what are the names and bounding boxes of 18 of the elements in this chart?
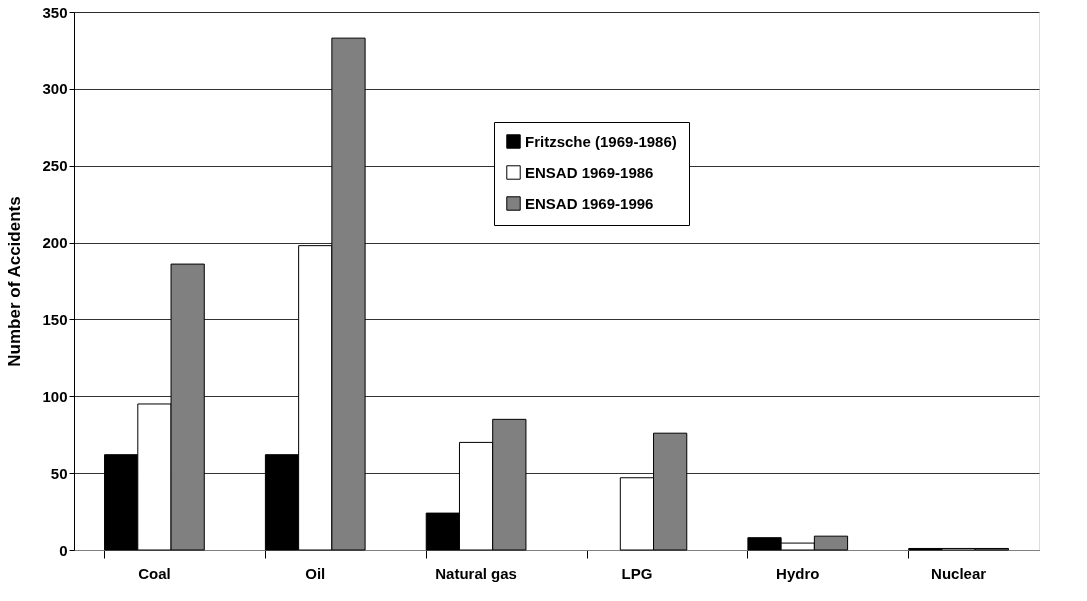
y-tick-label: 0 xyxy=(59,541,68,559)
y-tick-label: 50 xyxy=(50,464,68,482)
y-axis-title: Number of Accidents xyxy=(5,196,25,367)
x-tick-label: Hydro xyxy=(776,564,820,582)
legend-label: Fritzsche (1969-1986) xyxy=(525,132,677,150)
y-tick-label: 200 xyxy=(42,234,68,252)
legend-label: ENSAD 1969-1996 xyxy=(525,194,654,212)
x-tick-label: Coal xyxy=(138,564,171,582)
legend-label: ENSAD 1969-1986 xyxy=(525,163,654,181)
y-tick-label: 100 xyxy=(42,387,68,405)
y-tick-label: 150 xyxy=(42,310,68,328)
x-tick-label: LPG xyxy=(621,564,653,582)
y-tick-label: 250 xyxy=(42,157,68,175)
x-tick-label: Natural gas xyxy=(435,564,517,582)
y-tick-label: 350 xyxy=(42,3,68,21)
x-tick-label: Oil xyxy=(305,564,326,582)
x-tick-label: Nuclear xyxy=(931,564,987,582)
y-tick-label: 300 xyxy=(42,80,68,98)
